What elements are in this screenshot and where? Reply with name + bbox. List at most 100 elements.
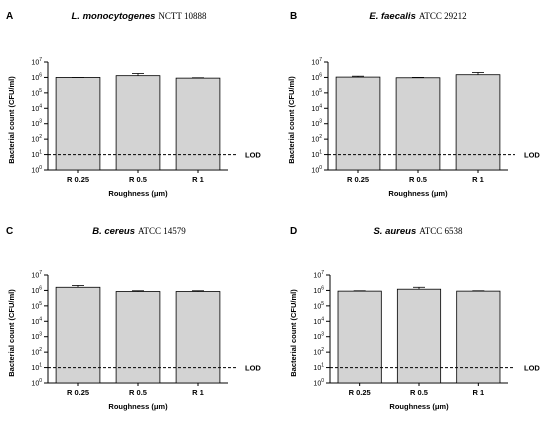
chart-panel-d: D S. aureus ATCC 6538100101102103104105106… [289, 226, 540, 411]
bar [335, 76, 381, 171]
panel-letter: C [6, 226, 13, 237]
y-tick-exponent: 4 [39, 316, 42, 322]
lod-label: LOD [245, 364, 261, 373]
bar [175, 77, 221, 171]
y-tick-label: 105 [313, 301, 324, 311]
y-tick-label: 105 [31, 88, 42, 98]
y-tick-base: 10 [31, 365, 39, 372]
title-species: E. faecalis [369, 11, 415, 22]
x-tick-label: R 0.25 [67, 175, 89, 184]
y-tick-exponent: 5 [39, 301, 42, 307]
x-tick-label: R 0.5 [409, 175, 427, 184]
y-tick-exponent: 2 [39, 347, 42, 353]
chart-title: L. monocytogenes NCTT 10888 [71, 11, 207, 22]
y-axis-label: Bacterial count (CFU/ml) [287, 76, 296, 164]
y-tick-base: 10 [31, 152, 39, 159]
y-tick-base: 10 [31, 381, 39, 388]
y-tick-label: 100 [311, 165, 322, 175]
y-tick-label: 102 [31, 134, 42, 144]
y-tick-base: 10 [31, 303, 39, 310]
y-tick-base: 10 [311, 60, 319, 67]
y-tick-label: 105 [311, 88, 322, 98]
panel-letter: A [6, 11, 13, 22]
y-tick-label: 101 [31, 363, 42, 373]
y-tick-label: 103 [311, 119, 322, 129]
y-tick-exponent: 3 [321, 332, 324, 338]
bar [115, 75, 161, 171]
y-tick-exponent: 2 [39, 134, 42, 140]
y-tick-base: 10 [31, 319, 39, 326]
y-axis-label: Bacterial count (CFU/ml) [7, 76, 16, 164]
y-tick-base: 10 [31, 60, 39, 67]
y-tick-exponent: 3 [319, 119, 322, 125]
y-tick-label: 101 [313, 363, 324, 373]
y-tick-base: 10 [31, 350, 39, 357]
y-tick-exponent: 5 [319, 88, 322, 94]
y-tick-base: 10 [313, 319, 321, 326]
x-axis-label: Roughness (μm) [108, 402, 168, 411]
y-axis-label: Bacterial count (CFU/ml) [289, 289, 298, 377]
y-tick-label: 107 [31, 57, 42, 67]
y-tick-exponent: 1 [321, 363, 324, 369]
x-tick-label: R 0.5 [129, 388, 147, 397]
y-tick-base: 10 [31, 90, 39, 97]
y-tick-base: 10 [311, 168, 319, 175]
x-axis-label: Roughness (μm) [108, 189, 168, 198]
y-tick-exponent: 0 [319, 165, 322, 171]
title-species: S. aureus [373, 226, 416, 237]
y-tick-exponent: 2 [319, 134, 322, 140]
y-tick-base: 10 [311, 90, 319, 97]
y-tick-base: 10 [313, 350, 321, 357]
chart-panel-b: B E. faecalis ATCC 29212100101102103104105… [287, 11, 540, 198]
x-tick-label: R 0.25 [349, 388, 371, 397]
y-tick-exponent: 7 [319, 57, 322, 63]
lod-label: LOD [524, 364, 540, 373]
title-species: B. cereus [92, 226, 135, 237]
y-tick-exponent: 2 [321, 347, 324, 353]
y-tick-exponent: 6 [39, 72, 42, 78]
y-tick-label: 103 [31, 332, 42, 342]
y-tick-base: 10 [311, 137, 319, 144]
bar [455, 74, 501, 171]
y-tick-exponent: 7 [39, 270, 42, 276]
y-tick-label: 106 [31, 72, 42, 82]
chart-panel-a: A L. monocytogenes NCTT 108881001011021031… [6, 11, 261, 198]
x-tick-label: R 1 [192, 175, 204, 184]
y-tick-base: 10 [31, 106, 39, 113]
y-tick-base: 10 [313, 334, 321, 341]
chart-title: B. cereus ATCC 14579 [92, 226, 186, 237]
y-tick-base: 10 [31, 168, 39, 175]
y-tick-label: 106 [313, 285, 324, 295]
y-tick-label: 105 [31, 301, 42, 311]
bar [456, 290, 501, 384]
bar [55, 77, 101, 171]
chart-title: E. faecalis ATCC 29212 [369, 11, 466, 22]
x-tick-label: R 1 [472, 388, 484, 397]
y-tick-base: 10 [313, 365, 321, 372]
y-tick-exponent: 1 [319, 150, 322, 156]
y-tick-exponent: 0 [321, 378, 324, 384]
y-tick-exponent: 4 [321, 316, 324, 322]
y-tick-label: 103 [313, 332, 324, 342]
lod-label: LOD [524, 151, 540, 160]
y-tick-exponent: 1 [39, 363, 42, 369]
y-tick-exponent: 0 [39, 165, 42, 171]
y-tick-exponent: 7 [39, 57, 42, 63]
y-tick-base: 10 [313, 303, 321, 310]
y-tick-base: 10 [313, 381, 321, 388]
y-tick-label: 102 [31, 347, 42, 357]
bar [175, 291, 221, 384]
bar [55, 286, 101, 384]
y-tick-base: 10 [311, 106, 319, 113]
bar [396, 288, 442, 384]
y-tick-base: 10 [313, 288, 321, 295]
y-tick-label: 106 [311, 72, 322, 82]
y-tick-base: 10 [31, 334, 39, 341]
y-tick-exponent: 4 [39, 103, 42, 109]
bar [395, 77, 441, 171]
y-tick-exponent: 1 [39, 150, 42, 156]
y-tick-base: 10 [31, 288, 39, 295]
y-tick-exponent: 5 [39, 88, 42, 94]
title-species: L. monocytogenes [71, 11, 155, 22]
y-axis-label: Bacterial count (CFU/ml) [7, 289, 16, 377]
